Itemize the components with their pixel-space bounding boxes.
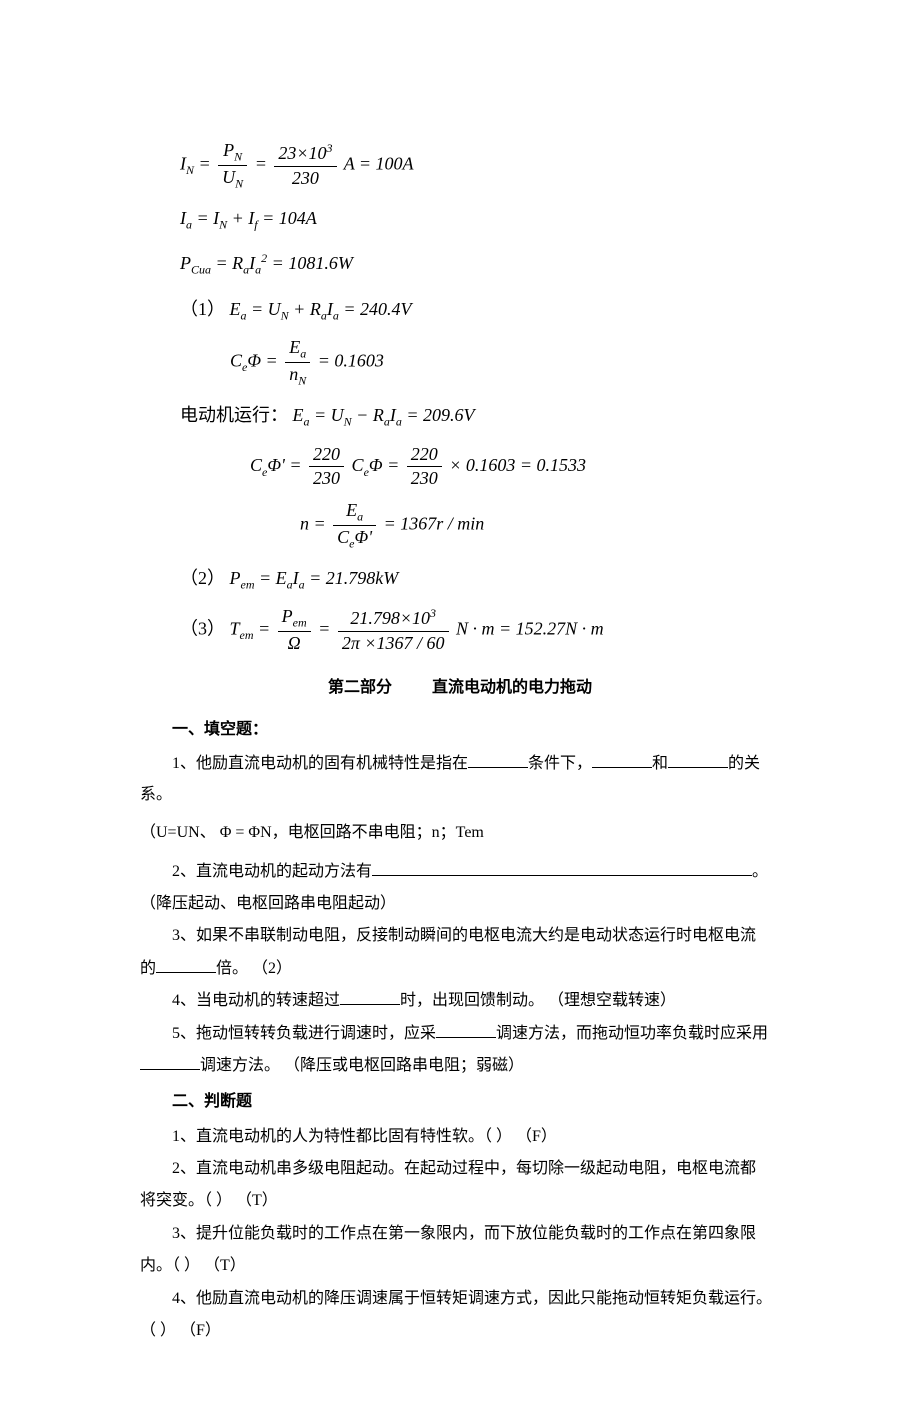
equation-6: 电动机运行： Ea = UN − RaIa = 209.6V bbox=[180, 398, 780, 433]
fill-q2-answer: （降压起动、电枢回路串电阻起动） bbox=[140, 889, 780, 919]
equation-3: PCua = RaIa2 = 1081.6W bbox=[180, 246, 780, 281]
equation-9: （2） Pem = EaIa = 21.798kW bbox=[180, 561, 780, 596]
equation-1: IN = PNUN = 23×103230 A = 100A bbox=[180, 140, 780, 191]
judge-q1: 1、直流电动机的人为特性都比固有特性软。（ ） （F） bbox=[140, 1122, 780, 1152]
section-title: 第二部分直流电动机的电力拖动 bbox=[140, 673, 780, 703]
judge-q4-line2: （ ） （F） bbox=[140, 1316, 780, 1346]
document-page: IN = PNUN = 23×103230 A = 100A Ia = IN +… bbox=[0, 0, 920, 1428]
fill-q3-line1: 3、如果不串联制动电阻，反接制动瞬间的电枢电流大约是电动状态运行时电枢电流 bbox=[140, 921, 780, 951]
fill-q4: 4、当电动机的转速超过时，出现回馈制动。 （理想空载转速） bbox=[140, 986, 780, 1016]
equation-10: （3） Tem = PemΩ = 21.798×1032π ×1367 / 60… bbox=[180, 606, 780, 655]
equation-4: （1） Ea = UN + RaIa = 240.4V bbox=[180, 292, 780, 327]
judge-q3-line2: 内。（ ） （T） bbox=[140, 1251, 780, 1281]
judge-q4-line1: 4、他励直流电动机的降压调速属于恒转矩调速方式，因此只能拖动恒转矩负载运行。 bbox=[140, 1284, 780, 1314]
fill-q1-answer: （U=UN、 Φ = ΦN，电枢回路不串电阻；n；Tem bbox=[140, 818, 780, 848]
fill-heading: 一、填空题： bbox=[140, 715, 780, 745]
fill-q1: 1、他励直流电动机的固有机械特性是指在条件下，和的关系。 bbox=[140, 749, 780, 810]
fill-q5-line2: 调速方法。 （降压或电枢回路串电阻；弱磁） bbox=[140, 1051, 780, 1081]
fill-q5-line1: 5、拖动恒转转负载进行调速时，应采调速方法，而拖动恒功率负载时应采用 bbox=[140, 1019, 780, 1049]
fill-q2: 2、直流电动机的起动方法有。 bbox=[140, 857, 780, 887]
judge-q2-line2: 将突变。（ ） （T） bbox=[140, 1186, 780, 1216]
equation-8: n = EaCeΦ' = 1367r / min bbox=[300, 500, 780, 551]
fill-q3-line2: 的倍。 （2） bbox=[140, 954, 780, 984]
equation-2: Ia = IN + If = 104A bbox=[180, 201, 780, 236]
equation-5: CeΦ = EanN = 0.1603 bbox=[230, 337, 780, 388]
judge-q3-line1: 3、提升位能负载时的工作点在第一象限内，而下放位能负载时的工作点在第四象限 bbox=[140, 1219, 780, 1249]
judge-heading: 二、判断题 bbox=[140, 1087, 780, 1117]
judge-q2-line1: 2、直流电动机串多级电阻起动。在起动过程中，每切除一级起动电阻，电枢电流都 bbox=[140, 1154, 780, 1184]
equation-7: CeΦ' = 220230 CeΦ = 220230 × 0.1603 = 0.… bbox=[250, 444, 780, 490]
